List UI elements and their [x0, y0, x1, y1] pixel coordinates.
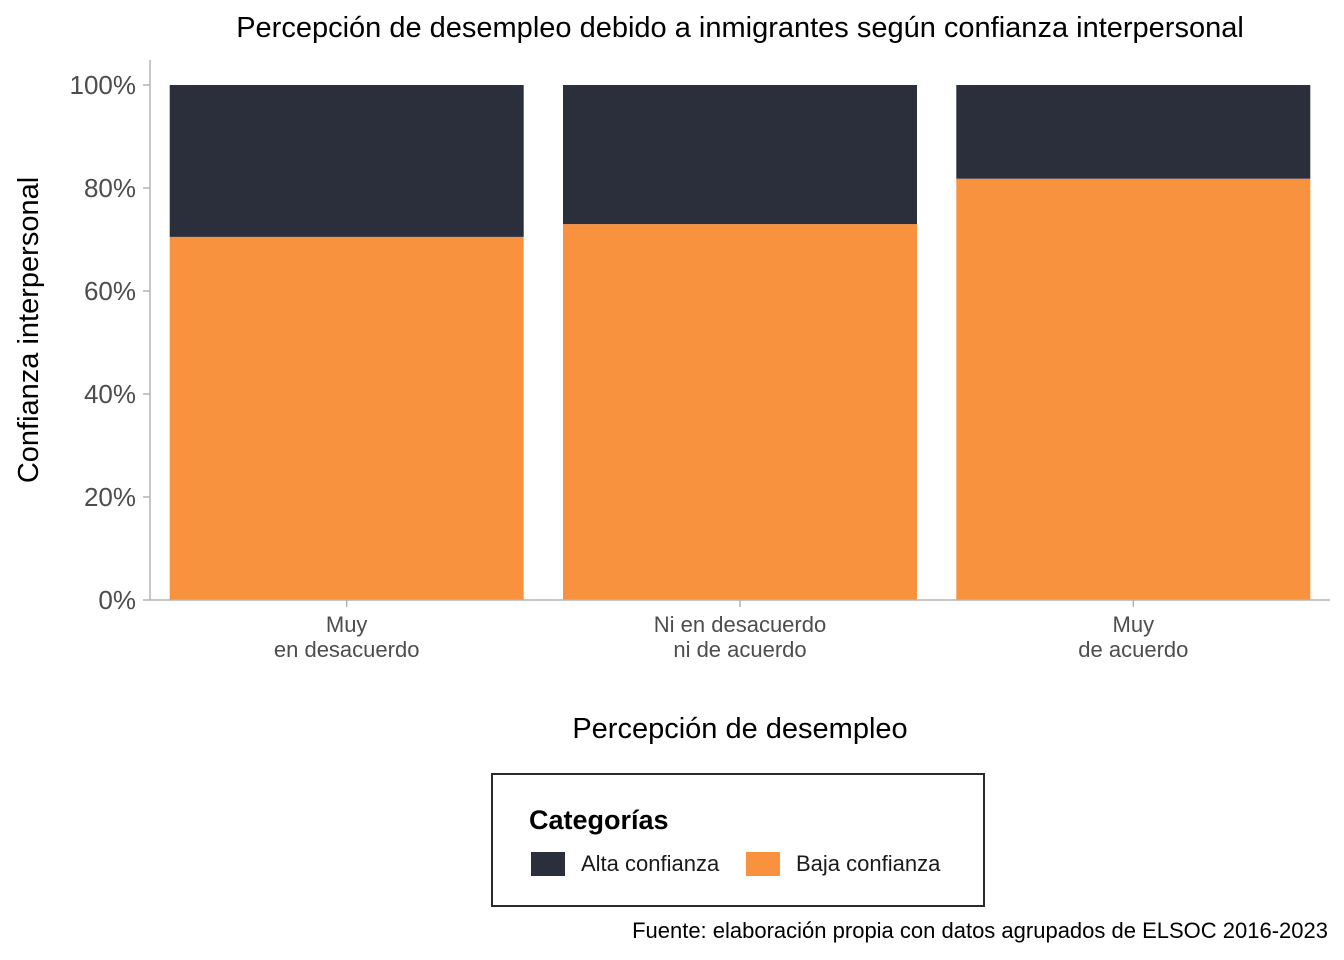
- y-tick-label-0: 0%: [98, 585, 136, 615]
- source-caption: Fuente: elaboración propia con datos agr…: [632, 918, 1328, 943]
- legend-label-baja: Baja confianza: [796, 851, 941, 876]
- legend-title: Categorías: [529, 805, 669, 835]
- y-tick-label-3: 60%: [84, 276, 136, 306]
- legend-swatch-alta: [531, 852, 565, 876]
- bars-layer: [169, 85, 1311, 600]
- x-tick-label-1: Ni en desacuerdo ni de acuerdo: [654, 612, 826, 662]
- y-tick-label-4: 80%: [84, 173, 136, 203]
- legend-item-alta: Alta confianza: [531, 851, 719, 877]
- y-tick-label-2: 40%: [84, 379, 136, 409]
- bar-alta-1: [563, 85, 917, 225]
- x-tick-label-2: Muy de acuerdo: [1078, 612, 1188, 662]
- chart-title: Percepción de desempleo debido a inmigra…: [236, 12, 1244, 44]
- legend-label-alta: Alta confianza: [581, 851, 720, 876]
- axes-layer: Muy en desacuerdo Ni en desacuerdo ni de ac…: [70, 60, 1330, 662]
- y-tick-label-5: 100%: [70, 70, 137, 100]
- bar-baja-2: [956, 178, 1311, 600]
- y-axis-title: Confianza interpersonal: [13, 177, 45, 483]
- bar-baja-1: [563, 224, 917, 600]
- legend: Categorías Alta confianza Baja confianza: [491, 773, 985, 907]
- bar-alta-2: [956, 85, 1311, 179]
- chart: Percepción de desempleo debido a inmigra…: [13, 12, 1330, 745]
- bar-baja-0: [169, 236, 524, 600]
- legend-swatch-baja: [746, 852, 780, 876]
- x-tick-label-0: Muy en desacuerdo: [274, 612, 420, 662]
- x-axis-title: Percepción de desempleo: [572, 713, 907, 745]
- legend-item-baja: Baja confianza: [746, 851, 940, 877]
- bar-alta-0: [169, 85, 524, 237]
- y-tick-label-1: 20%: [84, 482, 136, 512]
